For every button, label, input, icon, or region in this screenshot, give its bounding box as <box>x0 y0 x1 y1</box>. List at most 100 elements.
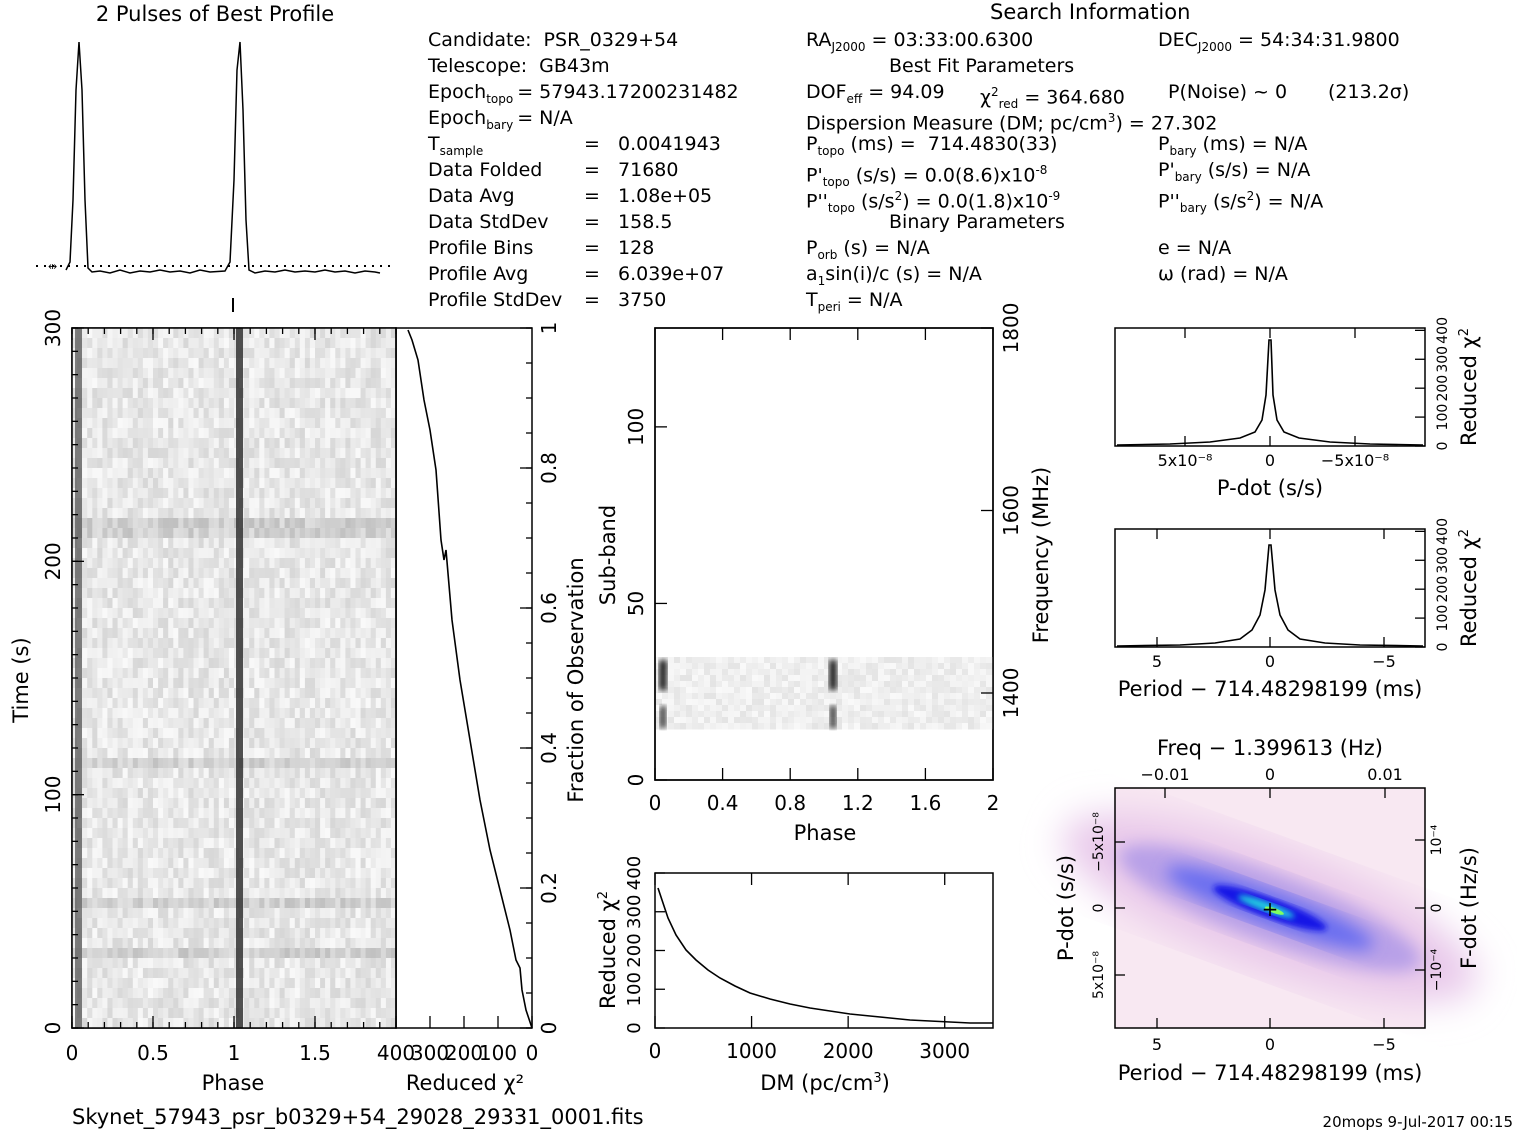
subband-cell <box>836 675 843 682</box>
time-phase-cell <box>208 738 215 749</box>
time-phase-cell <box>158 628 164 639</box>
time-phase-cell <box>228 348 235 359</box>
time-phase-cell <box>340 628 346 639</box>
time-phase-cell <box>365 328 372 339</box>
time-phase-cell <box>254 358 260 369</box>
time-phase-cell <box>309 758 316 769</box>
time-phase-cell <box>127 548 134 559</box>
time-phase-cell <box>289 958 296 969</box>
time-phase-cell <box>102 448 108 459</box>
time-phase-cell <box>117 578 124 589</box>
time-phase-cell <box>137 518 144 529</box>
time-phase-cell <box>183 758 189 769</box>
time-phase-cell <box>142 878 149 889</box>
time-phase-cell <box>254 588 260 599</box>
time-phase-cell <box>178 388 184 399</box>
time-phase-cell <box>112 948 119 959</box>
time-phase-cell <box>223 718 230 729</box>
time-phase-cell <box>390 518 397 529</box>
time-phase-cell <box>325 588 331 599</box>
time-phase-cell <box>218 438 225 449</box>
time-phase-cell <box>284 998 291 1009</box>
time-phase-cell <box>147 508 154 519</box>
subband-cell <box>674 687 681 694</box>
time-phase-cell <box>340 438 346 449</box>
time-phase-cell <box>112 958 119 969</box>
time-phase-cell <box>274 378 281 389</box>
time-phase-cell <box>284 898 291 909</box>
time-phase-cell <box>279 398 286 409</box>
time-phase-cell <box>355 758 362 769</box>
time-phase-cell <box>380 848 387 859</box>
time-phase-cell <box>345 338 351 349</box>
subband-cell <box>668 675 675 682</box>
time-phase-cell <box>350 968 356 979</box>
time-phase-cell <box>289 598 296 609</box>
time-phase-cell <box>203 668 210 679</box>
time-phase-cell <box>228 798 235 809</box>
subband-cell <box>974 663 981 670</box>
time-phase-cell <box>304 548 311 559</box>
time-phase-cell <box>254 348 260 359</box>
time-phase-cell <box>309 628 316 639</box>
time-phase-cell <box>289 538 296 549</box>
time-phase-cell <box>330 908 336 919</box>
time-phase-cell <box>385 568 392 579</box>
time-phase-cell <box>380 558 387 569</box>
subband-cell <box>836 681 843 688</box>
time-phase-cell <box>335 918 341 929</box>
time-phase-cell <box>330 458 336 469</box>
time-phase-cell <box>304 738 311 749</box>
time-phase-cell <box>117 628 124 639</box>
time-phase-cell <box>218 368 225 379</box>
time-phase-cell <box>365 338 372 349</box>
time-phase-cell <box>147 458 154 469</box>
subband-cell <box>746 663 753 670</box>
time-phase-cell <box>269 998 275 1009</box>
time-phase-cell <box>102 778 108 789</box>
time-phase-cell <box>274 868 281 879</box>
time-phase-cell <box>375 638 382 649</box>
time-phase-cell <box>137 888 144 899</box>
time-phase-cell <box>137 328 144 339</box>
time-phase-cell <box>375 438 382 449</box>
time-phase-cell <box>178 438 184 449</box>
time-phase-cell <box>254 718 260 729</box>
time-phase-xtick-label: 0 <box>66 1041 79 1065</box>
time-phase-cell <box>137 818 144 829</box>
time-phase-cell <box>223 368 230 379</box>
time-phase-cell <box>188 838 194 849</box>
time-phase-cell <box>360 408 367 419</box>
time-phase-cell <box>254 758 260 769</box>
time-phase-cell <box>289 498 296 509</box>
time-phase-cell <box>142 988 149 999</box>
time-phase-cell <box>284 958 291 969</box>
time-phase-cell <box>173 548 179 559</box>
time-phase-cell <box>158 1008 164 1019</box>
time-phase-cell <box>132 908 139 919</box>
time-phase-cell <box>198 668 205 679</box>
time-phase-cell <box>122 978 129 989</box>
time-phase-cell <box>218 458 225 469</box>
time-phase-cell <box>183 528 189 539</box>
time-phase-cell <box>92 448 98 459</box>
time-phase-cell <box>259 838 265 849</box>
time-phase-cell <box>107 398 113 409</box>
time-phase-cell <box>355 878 362 889</box>
time-phase-cell <box>137 988 144 999</box>
time-phase-cell <box>345 1018 351 1029</box>
time-phase-cell <box>279 848 286 859</box>
time-phase-cell <box>228 738 235 749</box>
time-phase-cell <box>127 368 134 379</box>
time-phase-cell <box>102 608 108 619</box>
time-phase-cell <box>173 668 179 679</box>
time-phase-cell <box>390 928 397 939</box>
time-phase-cell <box>370 548 377 559</box>
time-phase-cell <box>92 578 98 589</box>
time-phase-cell <box>163 698 169 709</box>
time-phase-cell <box>188 618 194 629</box>
time-phase-cell <box>198 598 205 609</box>
time-phase-cell <box>365 398 372 409</box>
time-phase-cell <box>117 778 124 789</box>
time-phase-cell <box>193 628 200 639</box>
